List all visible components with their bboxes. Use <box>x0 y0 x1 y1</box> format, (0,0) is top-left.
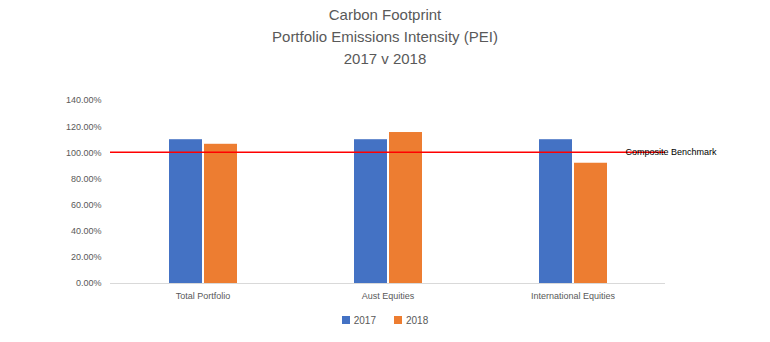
svg-text:120.00%: 120.00% <box>66 122 102 132</box>
svg-text:Total Portfolio: Total Portfolio <box>176 291 231 301</box>
html-text:2017 v 2018: 2017 v 2018 <box>343 50 427 67</box>
html-text:2018: 2018 <box>406 314 429 326</box>
html-text:2017: 2017 <box>353 314 376 326</box>
svg-text:Composite Benchmark: Composite Benchmark <box>625 147 717 157</box>
svg-text:Aust Equities: Aust Equities <box>362 291 415 301</box>
html-text:Portfolio Emissions Intensity: Portfolio Emissions Intensity (PEI) <box>272 28 498 45</box>
svg-text:100.00%: 100.00% <box>66 148 102 158</box>
svg-text:60.00%: 60.00% <box>71 200 102 210</box>
svg-text:0.00%: 0.00% <box>76 278 102 288</box>
html-text:Carbon Footprint: Carbon Footprint <box>328 6 442 23</box>
svg-text:80.00%: 80.00% <box>71 174 102 184</box>
svg-text:International Equities: International Equities <box>531 291 616 301</box>
svg-text:20.00%: 20.00% <box>71 252 102 262</box>
svg-text:40.00%: 40.00% <box>71 226 102 236</box>
svg-text:140.00%: 140.00% <box>66 95 102 105</box>
